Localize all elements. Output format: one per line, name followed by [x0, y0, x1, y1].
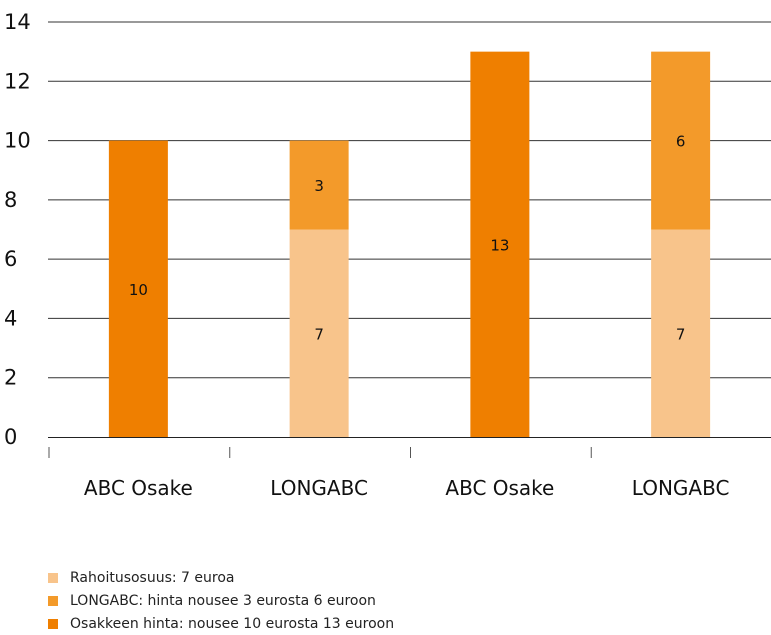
bar-1-series-0 — [289, 229, 349, 437]
y-tick-label-2: 2 — [4, 366, 17, 390]
y-tick-label-12: 12 — [4, 69, 31, 93]
y-tick-label-10: 10 — [4, 129, 31, 153]
legend-swatch-osakkeen-hinta — [48, 618, 58, 629]
legend: Rahoitusosuus: 7 euroa LONGABC: hinta no… — [48, 566, 394, 635]
y-tick-label-14: 14 — [4, 10, 31, 34]
x-tick-label-3: LONGABC — [632, 476, 730, 500]
x-tick-label-1: LONGABC — [270, 476, 368, 500]
bar-0-series-2 — [108, 140, 168, 438]
legend-item-longabc: LONGABC: hinta nousee 3 eurosta 6 euroon — [48, 589, 394, 612]
x-tick-label-2: ABC Osake — [445, 476, 554, 500]
y-tick-label-6: 6 — [4, 247, 17, 271]
bar-3-series-1 — [651, 51, 711, 230]
y-tick-label-4: 4 — [4, 306, 17, 330]
data-label-1-series-1: 3 — [314, 177, 324, 195]
legend-swatch-longabc — [48, 595, 58, 606]
bar-2-series-2 — [470, 51, 530, 438]
data-label-2-series-2: 13 — [490, 236, 509, 254]
data-label-3-series-1: 6 — [676, 133, 686, 151]
bar-chart: 0 2 4 6 8 10 12 14 10 ABC Osake 7 3 LONGABC 13 ABC Osa… — [4, 10, 771, 500]
bar-3-series-0 — [651, 229, 711, 437]
legend-label-longabc: LONGABC: hinta nousee 3 eurosta 6 euroon — [70, 592, 376, 609]
y-tick-label-8: 8 — [4, 188, 17, 212]
legend-label-rahoitusosuus: Rahoitusosuus: 7 euroa — [70, 569, 235, 586]
bar-1-series-1 — [289, 140, 349, 230]
legend-swatch-rahoitusosuus — [48, 572, 58, 583]
y-tick-label-0: 0 — [4, 425, 17, 449]
x-tick-label-0: ABC Osake — [84, 476, 193, 500]
data-label-0-series-2: 10 — [129, 281, 148, 299]
legend-item-osakkeen-hinta: Osakkeen hinta: nousee 10 eurosta 13 eur… — [48, 612, 394, 635]
legend-label-osakkeen-hinta: Osakkeen hinta: nousee 10 eurosta 13 eur… — [70, 615, 395, 632]
legend-item-rahoitusosuus: Rahoitusosuus: 7 euroa — [48, 566, 394, 589]
data-label-3-series-0: 7 — [676, 325, 686, 343]
data-label-1-series-0: 7 — [314, 325, 324, 343]
